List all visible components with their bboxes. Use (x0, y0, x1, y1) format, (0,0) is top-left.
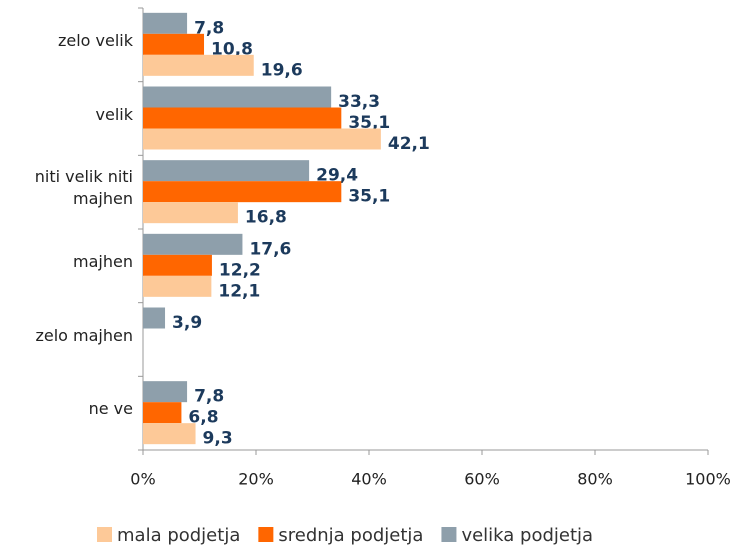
data-label: 29,4 (316, 166, 358, 186)
x-tick-label: 0% (130, 470, 155, 489)
data-label: 19,6 (261, 60, 303, 80)
category-label: ne ve (88, 399, 133, 419)
data-label: 35,1 (348, 187, 390, 207)
x-tick-label: 100% (685, 470, 731, 489)
legend-label: srednja podjetja (278, 525, 423, 546)
bar (143, 307, 166, 329)
legend-swatch (258, 527, 274, 542)
data-label: 12,2 (219, 260, 261, 280)
bar (143, 402, 182, 424)
data-label: 42,1 (388, 134, 430, 154)
legend-label: velika podjetja (461, 525, 593, 546)
bar (143, 107, 342, 129)
bar (143, 275, 212, 297)
category-label: velik (95, 104, 133, 124)
bar (143, 160, 310, 182)
bar (143, 33, 205, 55)
legend-label: mala podjetja (117, 525, 240, 546)
data-label: 35,1 (348, 113, 390, 133)
data-label: 9,3 (203, 429, 233, 449)
x-tick-label: 40% (351, 470, 387, 489)
bar (143, 54, 254, 76)
bar (143, 128, 381, 150)
x-tick-label: 20% (238, 470, 274, 489)
bar (143, 381, 188, 403)
data-label: 16,8 (245, 208, 287, 228)
data-label: 10,8 (211, 39, 253, 59)
data-label: 17,6 (249, 239, 291, 259)
data-label: 6,8 (188, 408, 218, 428)
legend-swatch (441, 527, 457, 542)
data-label: 33,3 (338, 92, 380, 112)
bar (143, 423, 196, 445)
category-label: zelo velik (57, 30, 133, 50)
data-label: 7,8 (194, 387, 224, 407)
x-tick-label: 80% (577, 470, 613, 489)
bar (143, 181, 342, 203)
bar (143, 12, 188, 34)
data-label: 3,9 (172, 313, 202, 333)
data-label: 7,8 (194, 18, 224, 38)
category-label: majhen (73, 251, 133, 271)
data-label: 12,1 (218, 281, 260, 301)
bar (143, 254, 212, 276)
category-label: niti velik niti majhen (34, 167, 133, 209)
legend-swatch (97, 527, 112, 542)
bar (143, 202, 238, 224)
x-tick-label: 60% (464, 470, 500, 489)
bar (143, 86, 332, 108)
category-label: zelo majhen (35, 325, 133, 345)
bar (143, 233, 243, 255)
